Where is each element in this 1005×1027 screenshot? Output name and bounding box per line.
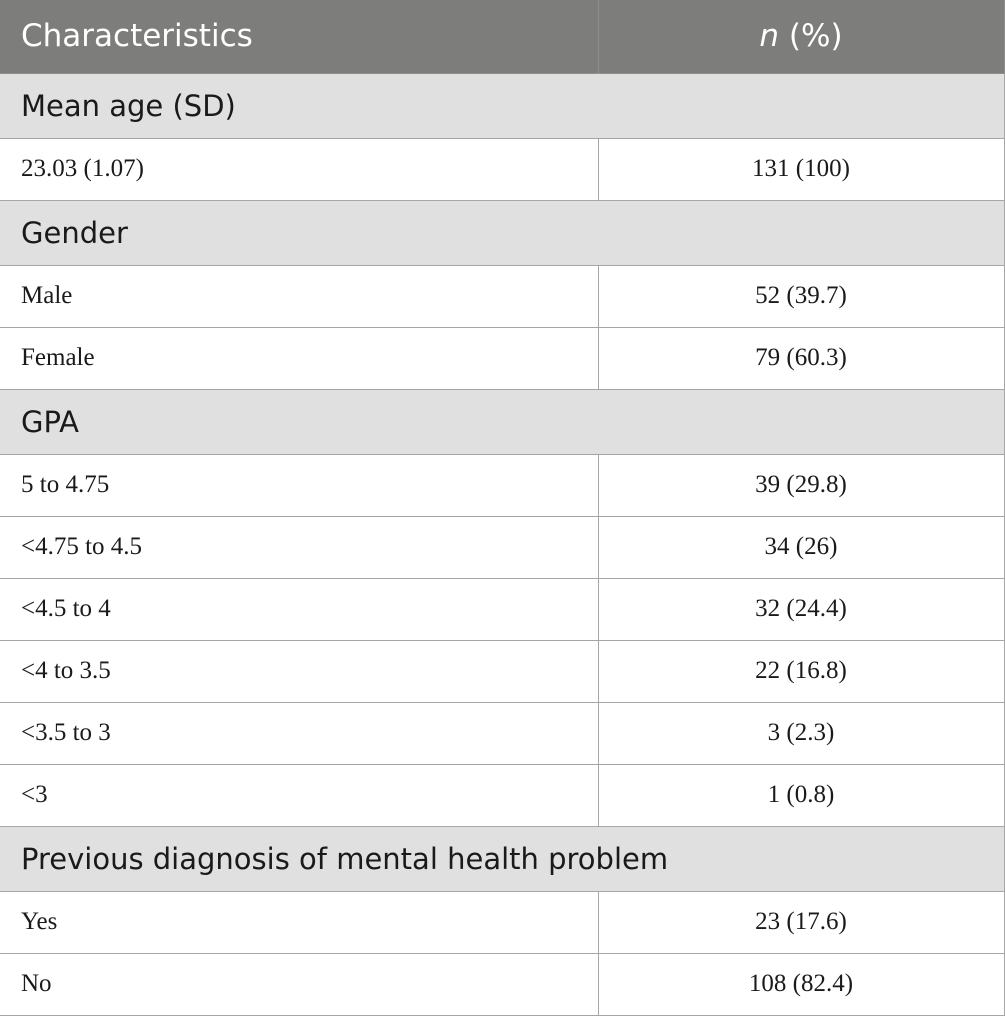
row-value: 52 (39.7) xyxy=(597,264,1005,328)
row-label: <4.5 to 4 xyxy=(0,577,599,641)
row-value: 39 (29.8) xyxy=(597,453,1005,517)
row-value: 34 (26) xyxy=(597,515,1005,579)
row-label: <3.5 to 3 xyxy=(0,701,599,765)
header-n-italic: n xyxy=(759,18,780,55)
table-row: <3.5 to 3 3 (2.3) xyxy=(0,701,1005,765)
row-label: No xyxy=(0,952,599,1016)
table-row: <4.75 to 4.5 34 (26) xyxy=(0,515,1005,579)
section-title: Previous diagnosis of mental health prob… xyxy=(0,825,1005,892)
section-row-gpa: GPA xyxy=(0,388,1005,455)
section-title: GPA xyxy=(0,388,1005,455)
section-row-gender: Gender xyxy=(0,199,1005,266)
row-value: 1 (0.8) xyxy=(597,763,1005,827)
row-value: 108 (82.4) xyxy=(597,952,1005,1016)
row-label: Yes xyxy=(0,890,599,954)
table-row: Yes 23 (17.6) xyxy=(0,890,1005,954)
row-value: 22 (16.8) xyxy=(597,639,1005,703)
row-value: 23 (17.6) xyxy=(597,890,1005,954)
section-row-mean-age: Mean age (SD) xyxy=(0,72,1005,139)
section-row-previous-diagnosis: Previous diagnosis of mental health prob… xyxy=(0,825,1005,892)
table-row: Female 79 (60.3) xyxy=(0,326,1005,390)
header-n-percent: n (%) xyxy=(597,0,1005,74)
table-row: No 108 (82.4) xyxy=(0,952,1005,1016)
row-value: 131 (100) xyxy=(597,137,1005,201)
table-row: 23.03 (1.07) 131 (100) xyxy=(0,137,1005,201)
row-label: 23.03 (1.07) xyxy=(0,137,599,201)
row-value: 79 (60.3) xyxy=(597,326,1005,390)
row-label: <4.75 to 4.5 xyxy=(0,515,599,579)
table-row: <4 to 3.5 22 (16.8) xyxy=(0,639,1005,703)
row-value: 32 (24.4) xyxy=(597,577,1005,641)
row-label: <3 xyxy=(0,763,599,827)
table-header-row: Characteristics n (%) xyxy=(0,0,1005,74)
table-row: Male 52 (39.7) xyxy=(0,264,1005,328)
row-label: Female xyxy=(0,326,599,390)
table-row: 5 to 4.75 39 (29.8) xyxy=(0,453,1005,517)
table-row: <3 1 (0.8) xyxy=(0,763,1005,827)
section-title: Gender xyxy=(0,199,1005,266)
row-value: 3 (2.3) xyxy=(597,701,1005,765)
row-label: 5 to 4.75 xyxy=(0,453,599,517)
row-label: <4 to 3.5 xyxy=(0,639,599,703)
section-title: Mean age (SD) xyxy=(0,72,1005,139)
header-percent: (%) xyxy=(779,18,843,55)
row-label: Male xyxy=(0,264,599,328)
table-row: <4.5 to 4 32 (24.4) xyxy=(0,577,1005,641)
header-characteristics: Characteristics xyxy=(0,0,599,74)
